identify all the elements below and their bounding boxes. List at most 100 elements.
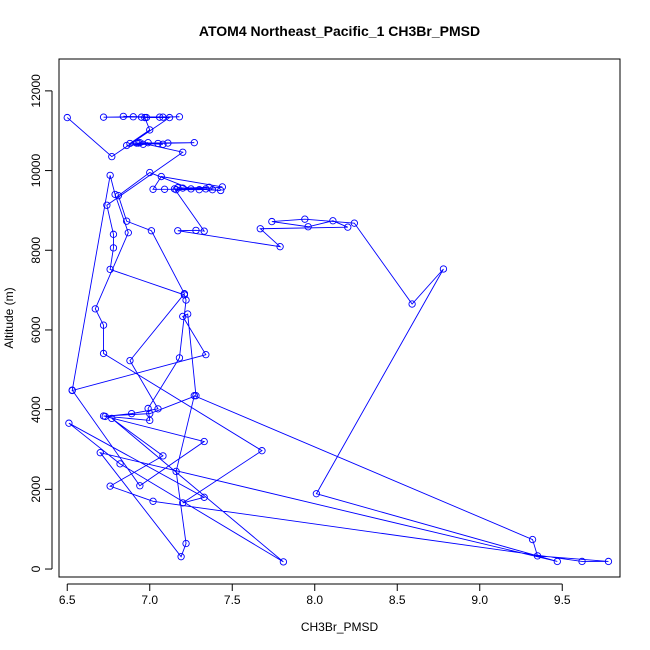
data-point	[533, 552, 542, 560]
data-point	[144, 139, 152, 147]
data-point	[553, 557, 561, 566]
data-point	[127, 409, 136, 418]
data-point	[408, 300, 416, 308]
series-points	[63, 112, 613, 566]
data-point	[276, 243, 284, 251]
data-point	[106, 171, 114, 180]
data-point	[344, 223, 352, 231]
data-point	[137, 113, 146, 121]
data-point	[144, 404, 152, 413]
data-point	[202, 351, 210, 359]
data-point	[147, 227, 156, 235]
data-point	[195, 186, 203, 194]
y-axis-label: Altitude (m)	[2, 287, 16, 348]
data-point	[106, 265, 114, 274]
data-point	[99, 321, 108, 329]
plot-frame	[58, 58, 621, 578]
data-point	[172, 186, 180, 194]
data-point	[123, 141, 131, 150]
data-point	[217, 186, 225, 195]
data-point	[109, 244, 118, 252]
data-point	[304, 223, 312, 231]
y-tick-label: 12000	[29, 74, 43, 108]
data-point	[439, 265, 448, 273]
data-point	[154, 139, 162, 148]
x-tick-label: 8.0	[306, 593, 323, 607]
x-tick-label: 9.5	[554, 593, 571, 607]
data-point	[205, 183, 213, 191]
data-point	[109, 230, 118, 238]
data-point	[99, 349, 108, 358]
data-point	[129, 113, 137, 121]
data-point	[200, 227, 208, 235]
x-tick-label: 9.0	[471, 593, 488, 607]
data-point	[65, 419, 73, 427]
x-axis: 6.5 7.0 7.5 8.0 8.5 9.0 9.5	[59, 583, 571, 607]
data-point	[63, 113, 71, 122]
x-tick-label: 8.5	[389, 593, 406, 607]
data-point	[177, 553, 185, 561]
x-axis-label: CH3Br_PMSD	[301, 620, 379, 634]
y-axis: 0 2000 4000 6000 8000 10000 12000	[29, 74, 53, 572]
data-point	[256, 225, 264, 233]
data-point	[164, 139, 172, 147]
data-point	[528, 535, 537, 544]
chart-title: ATOM4 Northeast_Pacific_1 CH3Br_PMSD	[199, 23, 480, 39]
data-point	[96, 449, 104, 457]
data-point	[108, 152, 116, 161]
data-point	[159, 140, 167, 148]
y-tick-label: 8000	[29, 237, 43, 264]
data-point	[155, 113, 164, 121]
series-polyline	[66, 115, 609, 563]
data-point	[258, 447, 266, 455]
data-point	[179, 184, 187, 192]
data-point	[149, 497, 157, 505]
data-point	[119, 112, 128, 121]
x-tick-label: 7.0	[141, 593, 158, 607]
y-tick-label: 6000	[29, 316, 43, 343]
data-point	[218, 183, 227, 191]
data-point	[160, 185, 169, 193]
data-point	[108, 414, 116, 423]
data-point	[116, 460, 124, 468]
data-point	[174, 227, 182, 235]
data-point	[146, 409, 154, 418]
data-point	[604, 557, 613, 566]
data-point	[159, 452, 167, 460]
data-point	[578, 557, 586, 566]
data-point	[124, 229, 132, 237]
data-point	[182, 539, 190, 548]
data-point	[179, 312, 187, 321]
data-point	[136, 482, 144, 490]
data-point	[187, 185, 195, 193]
data-point	[200, 493, 208, 501]
data-point	[279, 558, 288, 566]
y-tick-label: 10000	[29, 154, 43, 188]
y-tick-label: 0	[29, 565, 43, 572]
data-point	[190, 139, 198, 147]
y-tick-label: 4000	[29, 396, 43, 423]
x-tick-label: 7.5	[224, 593, 241, 607]
series-line	[66, 115, 609, 563]
data-point	[180, 290, 189, 298]
data-point	[99, 113, 108, 121]
data-point	[111, 190, 119, 199]
data-point	[146, 126, 154, 134]
data-point	[114, 192, 123, 200]
data-point	[146, 168, 154, 177]
data-point	[101, 412, 109, 421]
data-point	[175, 113, 184, 121]
data-point	[172, 467, 180, 476]
data-point	[179, 499, 187, 507]
data-point	[141, 113, 149, 122]
data-point	[91, 305, 99, 313]
x-tick-label: 6.5	[59, 593, 76, 607]
data-point	[175, 354, 184, 362]
data-point	[159, 113, 167, 121]
data-point	[312, 490, 321, 498]
data-point	[301, 215, 309, 223]
data-point	[157, 172, 165, 181]
data-point	[268, 217, 276, 226]
data-point	[132, 139, 141, 147]
data-point	[350, 219, 358, 227]
